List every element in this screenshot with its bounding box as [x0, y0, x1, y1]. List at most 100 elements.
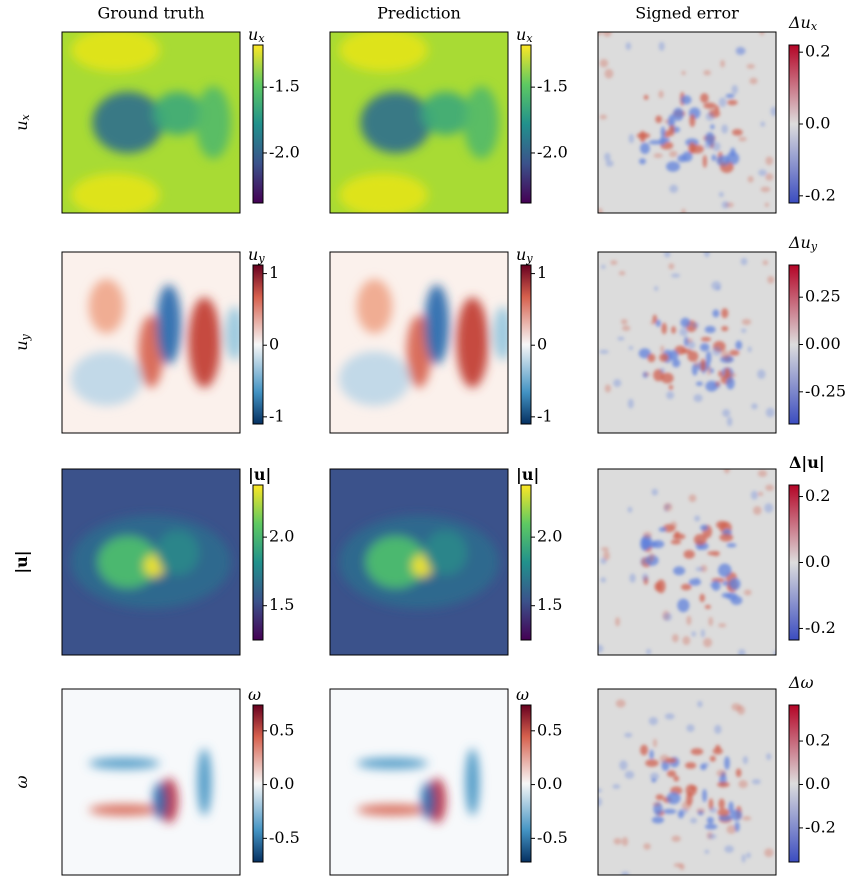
error-blob	[704, 849, 710, 854]
error-blob	[648, 140, 662, 145]
error-blob	[760, 186, 771, 193]
label-sub: y	[19, 333, 32, 341]
error-blob	[705, 132, 715, 146]
field-blob	[152, 782, 168, 820]
error-blob	[741, 318, 752, 326]
heatmap-field	[598, 32, 776, 213]
error-blob	[666, 161, 680, 172]
error-blob	[741, 328, 747, 333]
error-blob	[680, 583, 692, 591]
tick-label: 0.25	[805, 287, 841, 306]
error-blob	[709, 582, 718, 588]
error-blob	[760, 121, 766, 127]
error-blob	[600, 577, 606, 583]
heatmap	[598, 689, 776, 875]
label-text: Δu	[788, 13, 811, 32]
error-blob	[601, 547, 609, 552]
error-blob	[736, 47, 746, 55]
error-blob	[767, 275, 775, 284]
error-blob	[711, 154, 717, 162]
error-blob	[677, 154, 687, 163]
field-blob	[360, 91, 432, 154]
error-blob	[741, 854, 746, 863]
error-blob	[695, 566, 704, 572]
tick-label: 0.2	[805, 486, 830, 505]
label: uy	[12, 333, 33, 350]
field-blob	[338, 351, 411, 406]
label-text: Δω	[788, 673, 814, 692]
error-blob	[718, 623, 727, 628]
error-blob	[662, 808, 677, 814]
error-blob	[764, 503, 774, 513]
field-blob	[70, 173, 160, 213]
error-blob	[659, 754, 670, 764]
error-blob	[724, 756, 730, 770]
panel-frame	[329, 468, 509, 656]
tick-label: -1.5	[537, 77, 568, 96]
error-blob	[602, 32, 612, 37]
error-blob	[704, 325, 716, 334]
error-blob	[708, 616, 714, 627]
error-blob	[762, 260, 769, 266]
error-blob	[735, 768, 742, 778]
error-blob	[598, 32, 602, 36]
error-blob	[714, 724, 722, 734]
label-sub: y	[257, 252, 265, 265]
error-blob	[726, 372, 737, 378]
error-blob	[690, 817, 698, 824]
label-text: |u|	[516, 465, 539, 484]
error-blob	[658, 90, 664, 99]
column-title: Prediction	[377, 4, 461, 23]
error-blob	[721, 201, 729, 209]
field-blob	[338, 173, 428, 213]
label-text: u	[516, 245, 526, 264]
error-blob	[704, 252, 710, 258]
error-blob	[687, 350, 699, 362]
error-blob	[598, 788, 602, 793]
error-blob	[600, 264, 606, 269]
heatmap-field	[70, 515, 232, 609]
error-blob	[604, 68, 614, 79]
error-blob	[702, 788, 707, 803]
label: uy	[248, 245, 265, 266]
error-blob	[765, 156, 774, 166]
panel-frame	[329, 688, 509, 876]
error-blob	[728, 801, 734, 815]
tick-label: 0.5	[537, 720, 562, 739]
error-blob	[730, 595, 743, 605]
error-blob	[622, 325, 631, 332]
error-blob	[627, 506, 633, 513]
error-blob	[725, 93, 735, 98]
tick-label: 0.0	[537, 774, 562, 793]
error-blob	[738, 780, 748, 789]
error-blob	[685, 762, 697, 769]
tick-label: 0.00	[805, 334, 841, 353]
error-blob	[666, 391, 675, 400]
error-blob	[712, 747, 723, 755]
heatmap	[330, 32, 508, 213]
error-blob	[712, 309, 720, 318]
error-blob	[640, 744, 648, 756]
tick-label: -1	[269, 406, 285, 425]
error-blob	[723, 469, 730, 474]
error-blob	[660, 372, 674, 384]
label-sub: y	[525, 252, 533, 265]
error-blob	[753, 505, 762, 515]
error-blob	[653, 153, 663, 158]
label-sub: x	[19, 113, 32, 120]
error-blob	[727, 99, 738, 106]
label-text: u	[12, 340, 31, 350]
error-blob	[670, 521, 677, 530]
error-blob	[620, 318, 628, 325]
error-blob	[716, 286, 721, 291]
label: |u|	[248, 465, 271, 484]
colorbar	[520, 44, 532, 204]
error-blob	[706, 816, 714, 824]
panel-frame	[329, 251, 509, 434]
error-blob	[694, 515, 701, 522]
error-blob	[646, 648, 652, 655]
error-blob	[624, 732, 633, 738]
error-blob	[690, 748, 704, 756]
error-blob	[696, 808, 705, 814]
error-blob	[669, 184, 679, 193]
